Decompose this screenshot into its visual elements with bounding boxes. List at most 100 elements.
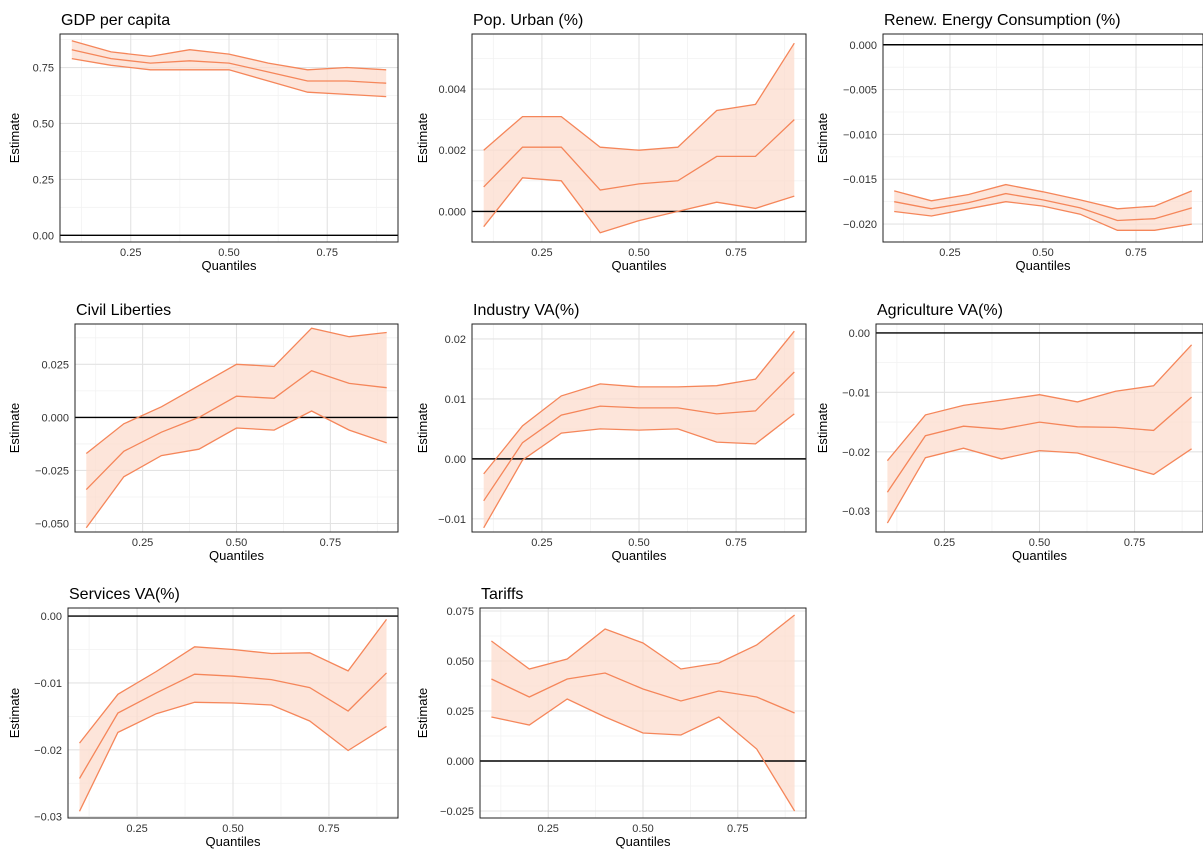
confidence-band [894, 184, 1192, 231]
y-tick-label: −0.02 [842, 447, 870, 459]
y-tick-label: 0.01 [445, 394, 466, 406]
x-tick-label: 0.25 [531, 537, 552, 549]
x-tick-label: 0.75 [318, 823, 339, 835]
y-tick-label: 0.025 [41, 359, 69, 371]
y-tick-label: −0.020 [843, 219, 877, 231]
x-tick-label: 0.75 [727, 823, 748, 835]
chart-title: Pop. Urban (%) [473, 12, 583, 29]
confidence-band [79, 619, 387, 812]
series-line-estimate [71, 49, 387, 84]
chart-title: Renew. Energy Consumption (%) [884, 12, 1121, 29]
y-tick-label: −0.025 [440, 806, 474, 818]
x-tick-label: 0.50 [1029, 537, 1050, 549]
x-tick-label: 0.50 [628, 537, 649, 549]
x-axis-label: Quantiles [209, 548, 264, 563]
chart-svg: Pop. Urban (%) 0.25 0.50 0.75 0.000 0.002 0.00… [415, 12, 807, 273]
plot-area [68, 608, 398, 818]
chart-title: Civil Liberties [76, 302, 171, 319]
series-line-upper [886, 344, 1193, 462]
y-tick-label: 0.00 [849, 328, 870, 340]
y-tick-label: −0.03 [34, 812, 62, 824]
y-tick-label: −0.010 [843, 129, 877, 141]
y-axis-label: Estimate [415, 403, 430, 454]
chart-svg: GDP per capita 0.25 0.50 0.75 0.00 0.25 0.50 0.… [7, 12, 399, 273]
y-tick-label: −0.005 [843, 85, 877, 97]
chart-title: GDP per capita [61, 12, 170, 29]
plot-area [883, 34, 1203, 242]
confidence-band [491, 615, 795, 811]
plot-frame [882, 33, 1203, 243]
panel-civil-liberties: Civil Liberties 0.25 0.50 0.75 −0.050 −0.025 0… [0, 290, 408, 574]
series-line-upper [491, 614, 796, 670]
x-tick-label: 0.50 [226, 537, 247, 549]
chart-title: Tariffs [481, 586, 523, 603]
chart-title: Services VA(%) [69, 586, 180, 603]
confidence-band [887, 344, 1192, 524]
series-line-estimate [886, 396, 1193, 493]
panel-pop-urban: Pop. Urban (%) 0.25 0.50 0.75 0.000 0.002 0.00… [408, 0, 808, 284]
plot-area [60, 34, 398, 242]
series-line-lower [483, 413, 795, 529]
y-axis-label: Estimate [415, 688, 430, 739]
x-tick-label: 0.50 [628, 247, 649, 259]
y-tick-label: −0.050 [35, 519, 69, 531]
y-tick-label: −0.01 [842, 387, 870, 399]
chart-svg: Services VA(%) 0.25 0.50 0.75 −0.03 −0.02 −0.0… [7, 586, 399, 849]
series-line-estimate [483, 371, 795, 502]
y-axis-label: Estimate [7, 113, 22, 164]
y-tick-label: 0.75 [33, 63, 54, 75]
y-axis-label: Estimate [815, 113, 830, 164]
x-tick-label: 0.25 [120, 247, 141, 259]
y-tick-label: 0.000 [41, 412, 69, 424]
confidence-band [483, 43, 795, 233]
y-tick-label: −0.03 [842, 506, 870, 518]
y-tick-label: 0.000 [446, 756, 474, 768]
series-line-upper [78, 619, 388, 744]
panel-agriculture-va: Agriculture VA(%) 0.25 0.50 0.75 −0.03 −0.02 −… [808, 290, 1203, 574]
y-tick-label: 0.075 [446, 606, 474, 618]
x-tick-label: 0.25 [538, 823, 559, 835]
y-axis-label: Estimate [7, 688, 22, 739]
x-tick-label: 0.75 [1124, 537, 1145, 549]
x-axis-label: Quantiles [1016, 258, 1071, 273]
y-tick-label: −0.01 [438, 514, 466, 526]
panel-tariffs: Tariffs 0.25 0.50 0.75 −0.025 0.000 0.025 0.050… [408, 574, 808, 857]
series-line-lower [78, 701, 387, 812]
plot-frame [471, 323, 807, 533]
y-tick-label: 0.50 [33, 118, 54, 130]
x-axis-label: Quantiles [612, 548, 667, 563]
series-line-upper [483, 42, 795, 151]
x-tick-label: 0.75 [1125, 247, 1146, 259]
y-axis-label: Estimate [815, 403, 830, 454]
y-tick-label: 0.025 [446, 706, 474, 718]
panel-renew-energy: Renew. Energy Consumption (%) 0.25 0.50 0.7… [808, 0, 1203, 284]
series-line-lower [85, 410, 387, 529]
y-axis-label: Estimate [7, 403, 22, 454]
x-tick-label: 0.25 [531, 247, 552, 259]
panel-industry-va: Industry VA(%) 0.25 0.50 0.75 −0.01 0.00 0.01 0… [408, 290, 808, 574]
chart-svg: Renew. Energy Consumption (%) 0.25 0.50 0.7… [815, 12, 1203, 273]
x-tick-label: 0.75 [725, 247, 746, 259]
x-tick-label: 0.50 [222, 823, 243, 835]
y-tick-label: −0.025 [35, 465, 69, 477]
series-line-estimate [894, 192, 1192, 222]
series-line-estimate [78, 672, 387, 779]
chart-svg: Tariffs 0.25 0.50 0.75 −0.025 0.000 0.025 0.050… [415, 586, 807, 849]
x-axis-label: Quantiles [612, 258, 667, 273]
series-line-lower [894, 201, 1192, 231]
series-line-lower [483, 177, 795, 234]
y-tick-label: 0.25 [33, 174, 54, 186]
plot-frame [875, 323, 1203, 533]
chart-title: Industry VA(%) [473, 302, 579, 319]
x-axis-label: Quantiles [202, 258, 257, 273]
chart-svg: Civil Liberties 0.25 0.50 0.75 −0.050 −0.025 0… [7, 302, 399, 563]
series-line-estimate [85, 369, 387, 491]
plot-frame [479, 607, 807, 819]
x-tick-label: 0.25 [126, 823, 147, 835]
series-line-upper [85, 327, 387, 455]
x-axis-label: Quantiles [616, 834, 671, 849]
panel-gdp-per-capita: GDP per capita 0.25 0.50 0.75 0.00 0.25 0.50 0.… [0, 0, 408, 284]
series-line-upper [71, 40, 387, 71]
plot-area [480, 608, 806, 818]
